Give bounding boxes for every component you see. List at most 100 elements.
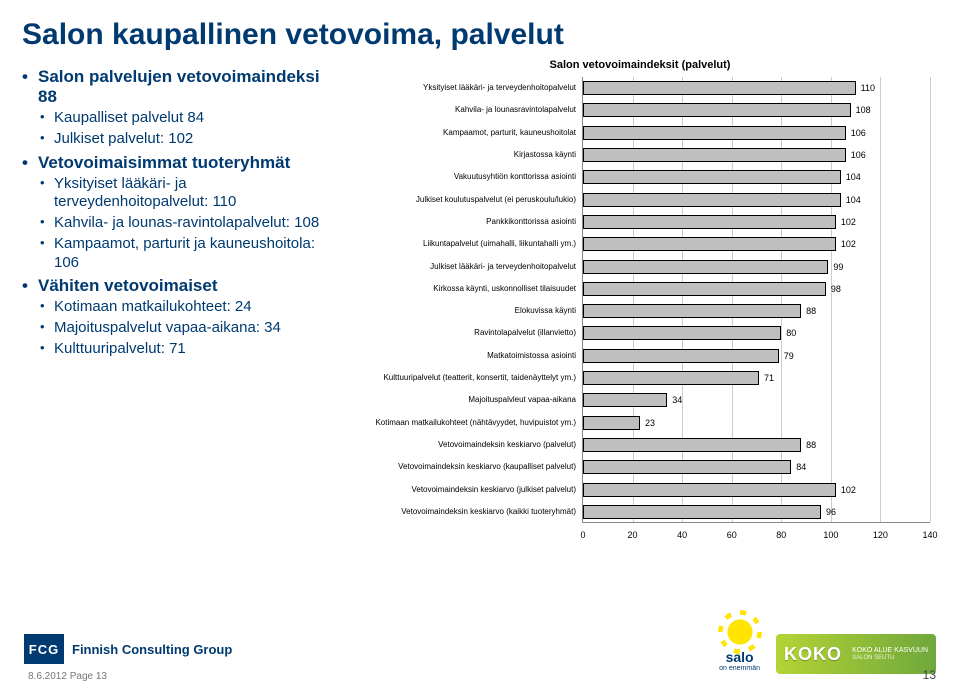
footer: FCG Finnish Consulting Group salo on ene…: [0, 630, 960, 692]
bar-row: 104: [583, 193, 930, 207]
bar: [583, 148, 846, 162]
bar-row: 71: [583, 371, 930, 385]
category-label: Kampaamot, parturit, kauneushoitolat: [342, 129, 576, 137]
bar-value: 98: [828, 282, 841, 296]
bullet-item: Kahvila- ja lounas-ravintolapalvelut: 10…: [22, 214, 332, 233]
gridline: [732, 77, 733, 522]
gridline: [682, 77, 683, 522]
bullet-item: Vähiten vetovoimaiset: [22, 276, 332, 296]
category-label: Kahvila- ja lounasravintolapalvelut: [342, 106, 576, 114]
bar-value: 34: [669, 393, 682, 407]
bar-row: 79: [583, 349, 930, 363]
sun-icon: [724, 616, 756, 648]
bar-row: 88: [583, 304, 930, 318]
bar-row: 96: [583, 505, 930, 519]
bar: [583, 126, 846, 140]
bar-row: 104: [583, 170, 930, 184]
x-tick-label: 140: [922, 530, 937, 540]
bar-row: 99: [583, 260, 930, 274]
bar-value: 79: [781, 349, 794, 363]
bar: [583, 81, 856, 95]
category-label: Majoituspalvleut vapaa-aikana: [342, 396, 576, 404]
bar: [583, 326, 781, 340]
x-tick-label: 120: [873, 530, 888, 540]
logo-fcg: FCG Finnish Consulting Group: [24, 634, 232, 664]
category-label: Vetovoimaindeksin keskiarvo (julkiset pa…: [342, 486, 576, 494]
category-label: Pankkikonttorissa asiointi: [342, 218, 576, 226]
bar-value: 71: [761, 371, 774, 385]
bar-value: 88: [803, 304, 816, 318]
salo-subtext: on enemmän: [719, 665, 760, 672]
bullet-item: Kaupalliset palvelut 84: [22, 109, 332, 128]
content-area: Salon palvelujen vetovoimaindeksi 88 Kaup…: [22, 59, 938, 692]
category-label: Yksityiset lääkäri- ja terveydenhoitopal…: [342, 84, 576, 92]
bar-value: 106: [848, 148, 866, 162]
bar-row: 108: [583, 103, 930, 117]
category-label: Elokuvissa käynti: [342, 307, 576, 315]
x-tick-label: 40: [677, 530, 687, 540]
bar: [583, 103, 851, 117]
bar-value: 99: [830, 260, 843, 274]
bar: [583, 215, 836, 229]
gridline: [930, 77, 931, 522]
bar-value: 88: [803, 438, 816, 452]
bar: [583, 416, 640, 430]
gridline: [831, 77, 832, 522]
bar: [583, 237, 836, 251]
bar: [583, 505, 821, 519]
bullet-item: Yksityiset lääkäri- ja terveydenhoitopal…: [22, 175, 332, 213]
bullet-item: Majoituspalvelut vapaa-aikana: 34: [22, 319, 332, 338]
koko-text: KOKO: [784, 644, 842, 665]
bar-value: 102: [838, 483, 856, 497]
fcg-text: Finnish Consulting Group: [72, 642, 232, 657]
bullet-list: Salon palvelujen vetovoimaindeksi 88 Kaup…: [22, 59, 332, 692]
chart-area: Yksityiset lääkäri- ja terveydenhoitopal…: [342, 77, 938, 547]
bar-value: 102: [838, 237, 856, 251]
bar: [583, 282, 826, 296]
gridline: [880, 77, 881, 522]
logo-koko: KOKO KOKO ALUE KASVUUN SALON SEUTU: [776, 634, 936, 674]
koko-subtext: KOKO ALUE KASVUUN SALON SEUTU: [852, 647, 928, 661]
bar-value: 80: [783, 326, 796, 340]
bullet-item: Julkiset palvelut: 102: [22, 130, 332, 149]
category-label: Julkiset koulutuspalvelut (ei peruskoulu…: [342, 196, 576, 204]
bar-value: 23: [642, 416, 655, 430]
bar-value: 104: [843, 193, 861, 207]
bar-row: 98: [583, 282, 930, 296]
bar: [583, 193, 841, 207]
category-label: Vakuutusyhtiön konttorissa asiointi: [342, 173, 576, 181]
bar-value: 104: [843, 170, 861, 184]
chart-title: Salon vetovoimaindeksit (palvelut): [342, 59, 938, 71]
bar: [583, 460, 791, 474]
chart-plot: 0204060801001201401101081061061041041021…: [582, 77, 930, 523]
bullet-item: Salon palvelujen vetovoimaindeksi 88: [22, 67, 332, 107]
bullet-item: Vetovoimaisimmat tuoteryhmät: [22, 153, 332, 173]
bar-row: 88: [583, 438, 930, 452]
bar: [583, 170, 841, 184]
category-label: Kotimaan matkailukohteet (nähtävyydet, h…: [342, 419, 576, 427]
x-tick-label: 100: [823, 530, 838, 540]
bullet-item: Kulttuuripalvelut: 71: [22, 340, 332, 359]
bar: [583, 438, 801, 452]
bar-value: 84: [793, 460, 806, 474]
category-label: Julkiset lääkäri- ja terveydenhoitopalve…: [342, 263, 576, 271]
bar: [583, 371, 759, 385]
bar-row: 102: [583, 237, 930, 251]
bar-row: 110: [583, 81, 930, 95]
bar: [583, 483, 836, 497]
bar-row: 102: [583, 215, 930, 229]
x-tick-label: 80: [776, 530, 786, 540]
fcg-box: FCG: [24, 634, 64, 664]
category-label: Ravintolapalvelut (illanvietto): [342, 329, 576, 337]
bar-row: 106: [583, 148, 930, 162]
bar: [583, 260, 828, 274]
footer-date: 8.6.2012 Page 13: [28, 671, 107, 682]
bar-row: 80: [583, 326, 930, 340]
category-label: Vetovoimaindeksin keskiarvo (palvelut): [342, 441, 576, 449]
bar: [583, 393, 667, 407]
chart-column: Salon vetovoimaindeksit (palvelut) Yksit…: [342, 59, 938, 692]
bar-value: 108: [853, 103, 871, 117]
page-title: Salon kaupallinen vetovoima, palvelut: [22, 18, 938, 51]
category-label: Vetovoimaindeksin keskiarvo (kaupalliset…: [342, 463, 576, 471]
bar-value: 96: [823, 505, 836, 519]
